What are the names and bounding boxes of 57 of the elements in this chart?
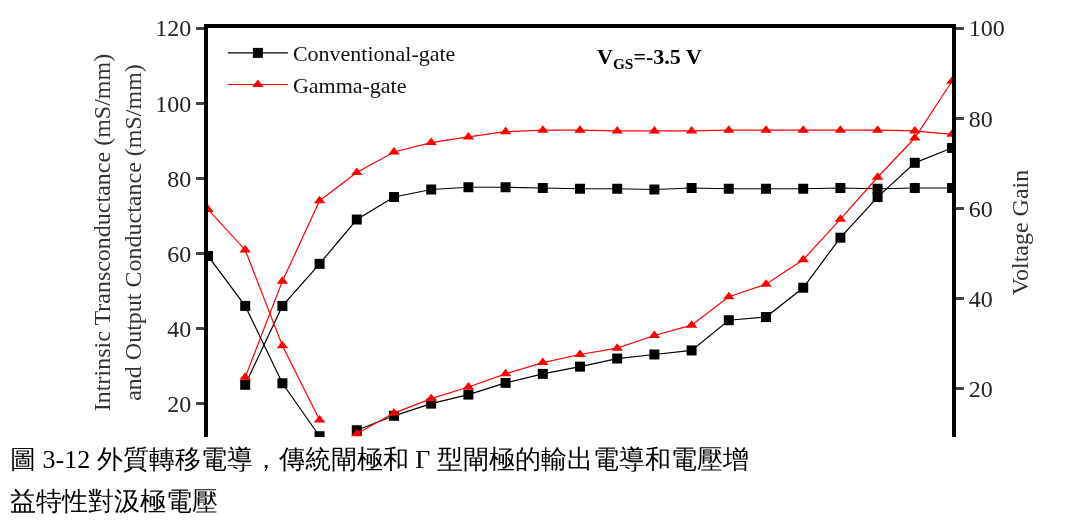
- point: [537, 182, 548, 193]
- point: [686, 345, 697, 356]
- y2-axis-title: Voltage Gain: [1006, 169, 1033, 296]
- point: [425, 137, 437, 146]
- y-tick-label: 120: [155, 15, 192, 42]
- point: [314, 258, 325, 269]
- y2-tick-label: 60: [968, 195, 993, 222]
- point: [277, 378, 288, 389]
- point: [797, 254, 809, 263]
- point: [425, 393, 437, 402]
- point: [909, 157, 920, 168]
- point: [500, 377, 511, 388]
- point: [463, 182, 474, 193]
- y-tick-label: 40: [167, 315, 192, 342]
- point: [240, 300, 251, 311]
- y-tick-label: 100: [155, 90, 192, 117]
- point: [351, 167, 363, 176]
- point: [537, 368, 548, 379]
- point: [723, 291, 735, 300]
- point: [686, 182, 697, 193]
- point: [761, 183, 771, 194]
- y-tick-label: 60: [167, 240, 192, 267]
- text: 益特性對汲極電壓: [10, 487, 218, 516]
- y-tick-label: 20: [167, 390, 192, 417]
- point: [723, 183, 734, 194]
- legend-label: Conventional-gate: [292, 41, 456, 67]
- point: [649, 184, 660, 195]
- point: [872, 192, 883, 203]
- point: [909, 182, 920, 193]
- y2-tick-label: 100: [968, 15, 1005, 42]
- y2-tick-label: 40: [968, 285, 993, 312]
- point: [537, 357, 549, 366]
- y2-tick-label: 80: [968, 105, 993, 132]
- point: [575, 183, 585, 194]
- point: [649, 349, 660, 360]
- point: [835, 182, 846, 193]
- point: [835, 232, 846, 243]
- point: [351, 214, 362, 225]
- point: [612, 183, 623, 194]
- point: [389, 192, 399, 203]
- legend-label: Gamma-gate: [292, 73, 407, 99]
- point: [463, 389, 474, 400]
- point: [575, 361, 585, 372]
- y2-tick-label: 20: [968, 376, 993, 403]
- point: [798, 282, 809, 293]
- y-axis-title: Intrinsic Transconductance (mS/mm) and Output Conductance (mS/mm): [88, 53, 146, 412]
- point: [761, 312, 771, 323]
- point: [723, 315, 734, 326]
- point: [798, 183, 809, 194]
- point: [240, 379, 251, 390]
- caption: 圖 3-12 外質轉移電導，傳統閘極和 Γ 型閘極的輸出電導和電壓增: [10, 445, 749, 474]
- y-tick-label: 80: [167, 165, 192, 192]
- point: [277, 300, 288, 311]
- annotation: V$_{GS}$=-3.5 V: [597, 44, 702, 72]
- point: [426, 184, 437, 195]
- point: [612, 353, 623, 364]
- point: [500, 182, 511, 193]
